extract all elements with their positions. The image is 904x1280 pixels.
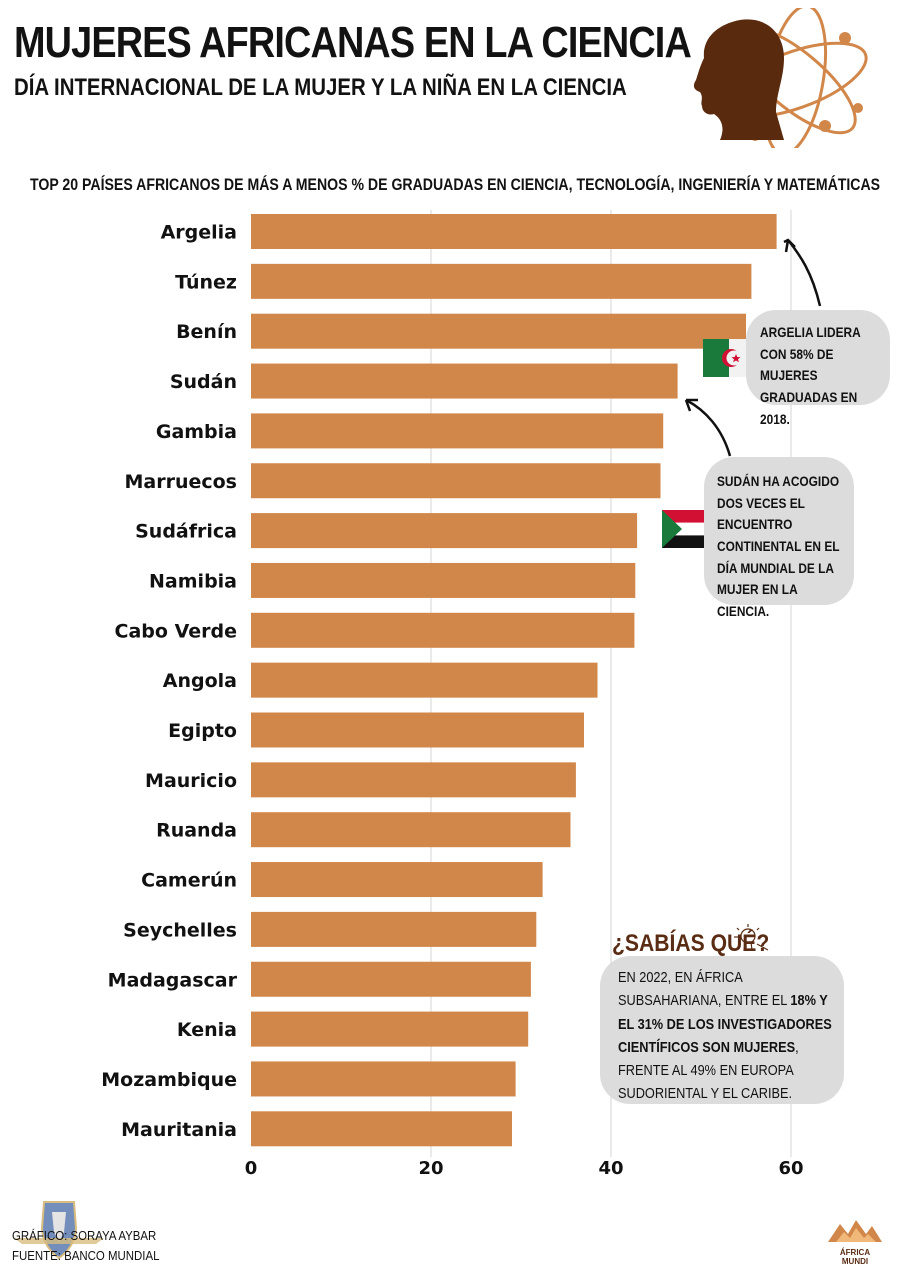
- algeria-arrowhead: [783, 238, 796, 253]
- sudan-arrowhead: [684, 398, 698, 412]
- x-tick-label: 0: [245, 1158, 258, 1179]
- sabias-que-text: EN 2022, EN ÁFRICA SUBSAHARIANA, ENTRE E…: [618, 966, 839, 1106]
- category-label: Gambia: [156, 421, 237, 443]
- sudan-arrow: [685, 398, 732, 457]
- category-label: Argelia: [161, 222, 237, 244]
- defense-forum-shield-logo: [14, 1201, 104, 1260]
- category-label: Egipto: [168, 720, 237, 742]
- sudan-callout-text: SUDÁN HA ACOGIDO DOS VECES EL ENCUENTRO …: [717, 473, 840, 620]
- bar-13: [251, 862, 543, 898]
- bar-2: [251, 313, 746, 349]
- category-label: Mauricio: [145, 770, 237, 792]
- credit-source: FUENTE: BANCO MUNDIAL: [12, 1247, 160, 1263]
- sabias-text-bold: 18% Y EL 31% DE LOS INVESTIGADORES CIENT…: [618, 992, 832, 1056]
- bar-6: [251, 513, 638, 549]
- sabias-que-callout: EN 2022, EN ÁFRICA SUBSAHARIANA, ENTRE E…: [600, 956, 844, 1104]
- category-label: Benín: [176, 321, 237, 343]
- page-title: MUJERES AFRICANAS EN LA CIENCIA: [14, 18, 692, 67]
- category-label: Mauritania: [121, 1119, 237, 1141]
- sabias-text-part2: , FRENTE AL 49% EN EUROPA SUDORIENTAL Y …: [618, 1038, 799, 1103]
- bar-9: [251, 662, 598, 698]
- category-label: Kenia: [177, 1019, 237, 1041]
- page-subtitle: DÍA INTERNACIONAL DE LA MUJER Y LA NIÑA …: [14, 74, 627, 101]
- bar-10: [251, 712, 584, 748]
- category-label: Mozambique: [101, 1069, 237, 1091]
- algeria-callout: ARGELIA LIDERA CON 58% DE MUJERES GRADUA…: [746, 310, 890, 427]
- category-label: Ruanda: [156, 820, 237, 842]
- brand-line1: ÁFRICA: [839, 1248, 871, 1257]
- x-tick-label: 40: [598, 1158, 623, 1179]
- category-label: Namibia: [149, 570, 237, 592]
- category-label: Camerún: [141, 870, 237, 892]
- bar-5: [251, 463, 661, 499]
- category-label: Madagascar: [108, 969, 238, 991]
- sudan-flag-icon: [662, 510, 715, 548]
- bar-3: [251, 363, 678, 399]
- bar-17: [251, 1061, 516, 1097]
- lightbulb-icon: [734, 924, 769, 951]
- woman-silhouette-atom-icon: [693, 8, 868, 148]
- africa-mundi-logo: ÁFRICA MUNDI: [828, 1218, 882, 1266]
- category-label: Angola: [163, 670, 237, 692]
- category-label: Sudáfrica: [135, 521, 237, 543]
- bar-18: [251, 1111, 512, 1147]
- bar-12: [251, 812, 571, 848]
- bar-4: [251, 413, 664, 449]
- algeria-arrow: [787, 239, 822, 307]
- sabias-que-title: ¿SABÍAS QUÉ?: [612, 930, 770, 957]
- bar-11: [251, 762, 576, 798]
- credit-author: GRÁFICO: SORAYA AYBAR: [12, 1228, 157, 1243]
- category-label: Sudán: [170, 371, 237, 393]
- category-label: Cabo Verde: [115, 620, 237, 642]
- chart-title: TOP 20 PAÍSES AFRICANOS DE MÁS A MENOS %…: [30, 175, 881, 194]
- algeria-callout-text: ARGELIA LIDERA CON 58% DE MUJERES GRADUA…: [760, 324, 861, 427]
- category-label: Túnez: [175, 271, 237, 293]
- bar-7: [251, 562, 636, 598]
- bar-8: [251, 612, 635, 648]
- bar-1: [251, 263, 752, 299]
- bar-0: [251, 214, 777, 249]
- bar-16: [251, 1011, 529, 1047]
- bar-14: [251, 911, 537, 947]
- bar-15: [251, 961, 531, 997]
- brand-line2: MUNDI: [841, 1257, 869, 1266]
- sabias-text-part1: EN 2022, EN ÁFRICA SUBSAHARIANA, ENTRE E…: [618, 969, 791, 1010]
- africa-mundi-mark-icon: [828, 1220, 882, 1242]
- category-label: Marruecos: [124, 471, 237, 493]
- x-tick-label: 20: [418, 1158, 443, 1179]
- sudan-callout: SUDÁN HA ACOGIDO DOS VECES EL ENCUENTRO …: [704, 457, 854, 619]
- category-label: Seychelles: [123, 919, 237, 941]
- x-tick-label: 60: [778, 1158, 803, 1179]
- credits: GRÁFICO: SORAYA AYBAR FUENTE: BANCO MUND…: [12, 1226, 159, 1265]
